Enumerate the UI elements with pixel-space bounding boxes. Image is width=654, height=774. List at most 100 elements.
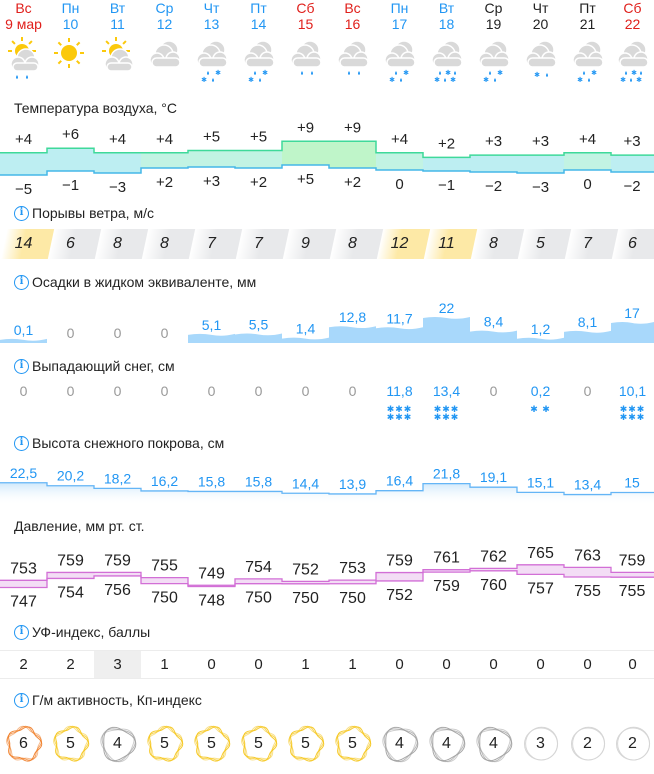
temperature-max-label: +4 [15, 131, 32, 148]
temperature-max-label: +2 [438, 135, 455, 152]
uv-index-cell: 3 [94, 651, 141, 678]
cloudy-rain-snow-icon: ✱ ✱ [470, 36, 517, 86]
day-column-header[interactable]: Вт 18 [423, 0, 470, 32]
temperature-max-label: +3 [485, 133, 502, 150]
day-column-header[interactable]: Сб 15 [282, 0, 329, 32]
wind-title: i Порывы ветра, м/с [14, 205, 154, 221]
kp-value: 4 [113, 735, 122, 752]
day-of-week: Вт [109, 0, 126, 16]
day-column-header[interactable]: Пн 10 [47, 0, 94, 32]
wind-gust-cell: 11 [423, 229, 480, 259]
temperature-band [141, 152, 188, 168]
snow-depth-label: 15,1 [527, 474, 554, 490]
day-column-header[interactable]: Вс 16 [329, 0, 376, 32]
kp-index-cell: 4 [94, 722, 141, 766]
pressure-max-label: 759 [386, 553, 413, 570]
info-icon[interactable]: i [14, 205, 29, 221]
svg-text:✱: ✱ [403, 69, 409, 77]
kp-index-cell: 5 [188, 722, 235, 766]
snowfall-cell: 0 [470, 383, 517, 421]
wind-gust-value: 6 [66, 235, 75, 252]
temperature-min-label: −3 [109, 179, 126, 196]
kp-value: 2 [583, 735, 592, 752]
temperature-band [517, 155, 564, 173]
temperature-band [329, 141, 376, 168]
snowfall-value: 0,2 [530, 383, 551, 399]
day-column-header[interactable]: Вс 9 мар [0, 0, 47, 32]
svg-text:✱: ✱ [577, 76, 583, 84]
cloudy-heavy-rain-snow-icon: ✱ ✱ ✱ [611, 36, 654, 86]
precipitation-label: 5,5 [249, 317, 269, 333]
snowflake-icon: ✱✱✱ ✱✱✱ [433, 404, 460, 422]
day-date: 16 [344, 16, 361, 32]
precipitation-bar [376, 327, 423, 343]
pressure-band [517, 564, 564, 575]
snow-depth-label: 13,9 [339, 476, 366, 492]
kp-badge: 4 [474, 724, 514, 764]
day-of-week: Сб [296, 0, 315, 16]
day-column-header[interactable]: Пн 17 [376, 0, 423, 32]
kp-ring-icon [523, 726, 558, 761]
svg-text:✱: ✱ [636, 76, 642, 84]
pressure-band [47, 572, 94, 579]
day-column-header[interactable]: Чт 13 [188, 0, 235, 32]
pressure-max-label: 763 [574, 547, 601, 564]
day-column-header[interactable]: Пт 14 [235, 0, 282, 32]
precipitation-label: 11,7 [386, 310, 412, 326]
kp-value: 5 [301, 735, 310, 752]
day-header-row: Вс 9 мар Пн 10 Вт 11 Ср 12 Чт 13 Пт 14 Сб 15 Вс… [0, 0, 654, 32]
temperature-min-label: +2 [156, 174, 173, 191]
kp-ring-icon [5, 725, 42, 762]
temperature-min-label: 0 [583, 176, 591, 193]
temperature-band [235, 150, 282, 168]
kp-index-cell: 2 [564, 722, 611, 766]
day-column-header[interactable]: Пт 21 [564, 0, 611, 32]
uv-index-cell: 0 [583, 656, 592, 673]
info-icon[interactable]: i [14, 624, 29, 640]
day-date: 10 [62, 16, 79, 32]
uv-index-cell: 1 [348, 656, 357, 673]
day-date: 12 [156, 16, 173, 32]
day-column-header[interactable]: Ср 12 [141, 0, 188, 32]
day-column-header[interactable]: Чт 20 [517, 0, 564, 32]
temperature-max-label: +6 [62, 126, 79, 143]
precipitation-label: 8,4 [484, 314, 504, 330]
info-icon[interactable]: i [14, 435, 29, 451]
kp-index-cell: 5 [282, 722, 329, 766]
pressure-max-label: 759 [104, 552, 131, 569]
info-icon[interactable]: i [14, 358, 29, 374]
precipitation-bar [564, 330, 611, 343]
svg-text:✱: ✱ [434, 76, 440, 84]
pressure-max-label: 755 [151, 558, 178, 575]
pressure-min-label: 755 [574, 583, 601, 600]
kp-value: 4 [395, 735, 404, 752]
info-icon[interactable]: i [14, 274, 29, 290]
precipitation-bar [235, 333, 282, 343]
kp-value: 5 [160, 735, 169, 752]
wind-gust-cell: 12 [376, 229, 433, 259]
wind-gust-cell: 7 [564, 229, 621, 259]
day-of-week: Пн [390, 0, 409, 16]
pressure-max-label: 749 [198, 565, 225, 582]
temperature-min-label: −3 [532, 179, 549, 196]
wind-gust-value: 7 [207, 235, 216, 252]
temperature-max-line [0, 140, 654, 159]
precipitation-label: 0,1 [14, 322, 34, 338]
svg-text:✱: ✱ [389, 76, 395, 84]
day-column-header[interactable]: Сб 22 [611, 0, 654, 32]
kp-index-cell: 2 [611, 722, 654, 766]
day-column-header[interactable]: Ср 19 [470, 0, 517, 32]
wind-gust-cell: 5 [517, 229, 574, 259]
precipitation-bar [282, 337, 329, 343]
kp-index-cell: 5 [141, 722, 188, 766]
day-column-header[interactable]: Вт 11 [94, 0, 141, 32]
kp-badge: 5 [145, 724, 185, 764]
wind-gust-cell: 7 [235, 229, 292, 259]
info-icon[interactable]: i [14, 692, 29, 708]
snowfall-cell: 0,2 ✱ ✱ [517, 383, 564, 421]
precipitation-label: 0 [114, 325, 122, 341]
snowfall-value: 0 [583, 383, 592, 399]
kp-badge: 2 [613, 724, 653, 764]
wind-gust-value: 5 [536, 235, 545, 252]
snowfall-cell: 0 [47, 383, 94, 421]
